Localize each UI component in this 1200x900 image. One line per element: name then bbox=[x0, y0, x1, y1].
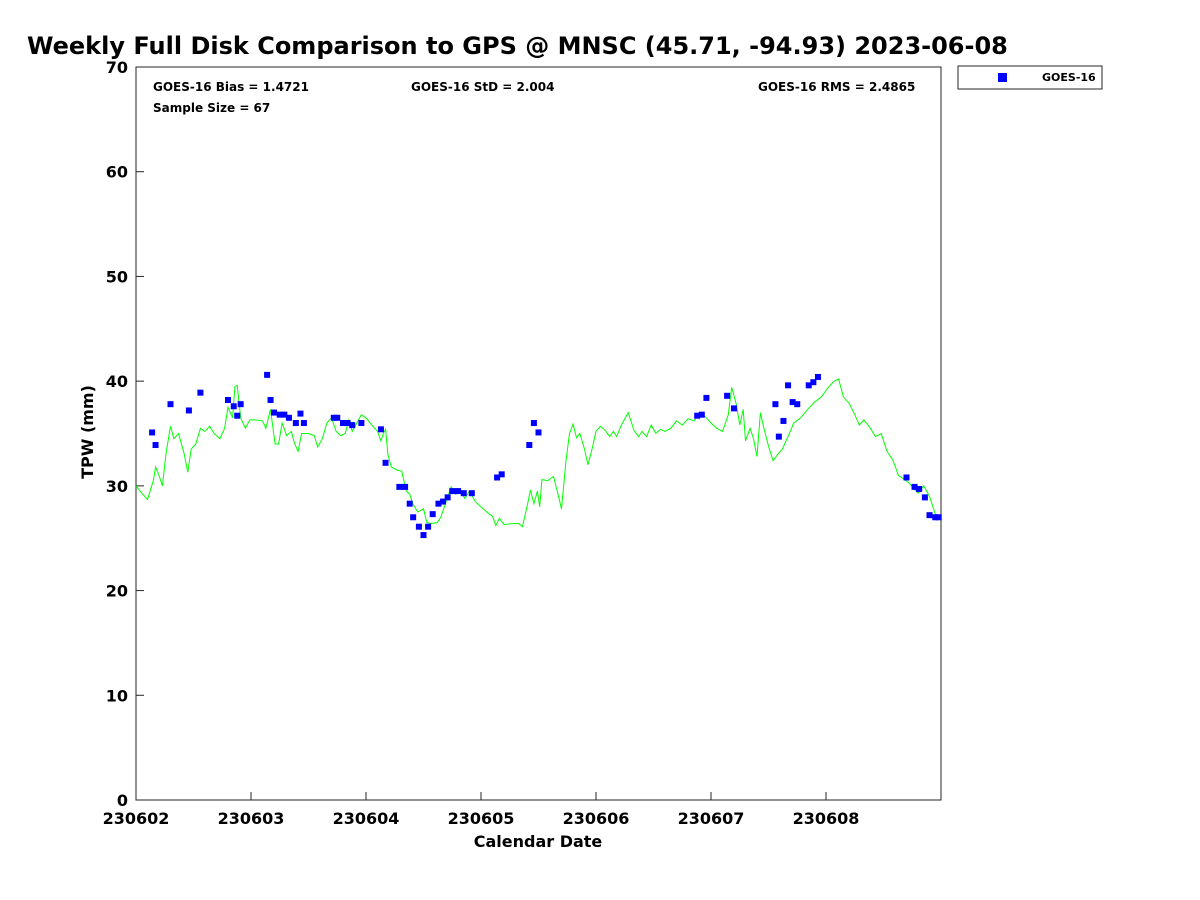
goes16-data-point bbox=[420, 532, 427, 539]
goes16-data-point bbox=[281, 411, 288, 418]
x-tick-label: 230604 bbox=[333, 809, 400, 828]
x-axis-label: Calendar Date bbox=[474, 832, 603, 851]
goes16-data-point bbox=[794, 401, 801, 408]
goes16-data-point bbox=[234, 412, 241, 419]
goes16-data-point bbox=[402, 483, 409, 490]
goes16-data-point bbox=[724, 392, 731, 399]
y-tick-label: 50 bbox=[106, 267, 128, 286]
goes16-data-point bbox=[780, 417, 787, 424]
goes16-data-point bbox=[349, 422, 356, 429]
goes16-data-point bbox=[330, 414, 337, 421]
x-axis: 230602 230603 230604 230605 230606 230607 2306… bbox=[103, 792, 860, 828]
goes16-data-point bbox=[152, 442, 159, 449]
goes16-data-point bbox=[185, 407, 192, 414]
y-tick-label: 20 bbox=[106, 582, 128, 601]
gps-series-line bbox=[135, 378, 942, 528]
x-tick-label: 230608 bbox=[793, 809, 860, 828]
goes16-data-point bbox=[276, 411, 283, 418]
x-tick-label: 230605 bbox=[448, 809, 515, 828]
y-tick-label: 70 bbox=[106, 58, 128, 77]
goes16-data-point bbox=[703, 394, 710, 401]
goes16-data-point bbox=[785, 382, 792, 389]
goes16-data-point bbox=[264, 371, 271, 378]
goes16-data-point bbox=[429, 511, 436, 518]
goes16-data-point bbox=[440, 498, 447, 505]
y-axis: 0 10 20 30 40 50 60 70 bbox=[106, 58, 144, 810]
y-tick-label: 10 bbox=[106, 686, 128, 705]
goes16-data-point bbox=[449, 488, 456, 495]
chart-title: Weekly Full Disk Comparison to GPS @ MNS… bbox=[27, 32, 1008, 60]
y-tick-label: 40 bbox=[106, 372, 128, 391]
goes16-data-point bbox=[789, 399, 796, 406]
goes16-data-point bbox=[498, 471, 505, 478]
rms-annotation: GOES-16 RMS = 2.4865 bbox=[758, 80, 915, 94]
x-tick-label: 230606 bbox=[563, 809, 630, 828]
series-layer bbox=[135, 371, 942, 539]
goes16-data-point bbox=[344, 420, 351, 427]
goes16-data-point bbox=[334, 414, 341, 421]
std-annotation: GOES-16 StD = 2.004 bbox=[411, 80, 554, 94]
goes16-data-point bbox=[460, 490, 467, 497]
goes16-data-point bbox=[149, 429, 156, 436]
sample-size-annotation: Sample Size = 67 bbox=[153, 101, 270, 115]
goes16-data-point bbox=[197, 389, 204, 396]
goes16-data-point bbox=[271, 409, 277, 416]
legend-marker bbox=[998, 73, 1007, 82]
goes16-data-point bbox=[775, 433, 782, 440]
goes16-data-point bbox=[814, 373, 821, 380]
legend: GOES-16 bbox=[957, 65, 1103, 90]
goes16-data-point bbox=[526, 442, 533, 449]
goes16-data-point bbox=[340, 420, 346, 427]
goes16-data-point bbox=[455, 488, 461, 495]
goes16-data-point bbox=[292, 420, 299, 427]
goes16-data-point bbox=[694, 412, 701, 419]
x-tick-label: 230607 bbox=[678, 809, 745, 828]
goes16-data-point bbox=[396, 483, 403, 490]
goes16-data-point bbox=[494, 474, 501, 481]
goes16-data-point bbox=[225, 396, 231, 403]
goes16-data-point bbox=[300, 420, 307, 427]
goes16-data-point bbox=[377, 426, 384, 433]
goes16-data-point bbox=[911, 483, 918, 490]
y-tick-label: 30 bbox=[106, 477, 128, 496]
goes16-data-point bbox=[297, 410, 304, 417]
y-tick-label: 60 bbox=[106, 163, 128, 182]
goes16-data-point bbox=[382, 459, 389, 466]
goes16-data-point bbox=[435, 500, 442, 507]
goes16-data-point bbox=[916, 485, 923, 492]
goes16-data-point bbox=[903, 474, 910, 481]
goes16-data-point bbox=[267, 396, 274, 403]
goes16-data-point bbox=[772, 401, 779, 408]
legend-label: GOES-16 bbox=[1042, 71, 1096, 84]
legend-box bbox=[957, 65, 1103, 90]
bias-annotation: GOES-16 Bias = 1.4721 bbox=[153, 80, 309, 94]
goes16-data-point bbox=[415, 523, 422, 530]
goes16-data-point bbox=[530, 420, 537, 427]
stats-annotations: GOES-16 Bias = 1.4721 GOES-16 StD = 2.00… bbox=[153, 80, 915, 115]
y-tick-label: 0 bbox=[117, 791, 128, 810]
goes16-data-point bbox=[230, 403, 237, 410]
x-tick-label: 230602 bbox=[103, 809, 170, 828]
goes16-data-point bbox=[444, 494, 451, 501]
goes16-data-point bbox=[535, 429, 542, 436]
goes16-data-point bbox=[285, 414, 292, 421]
goes16-data-point bbox=[698, 411, 705, 418]
goes16-data-point bbox=[406, 500, 413, 507]
y-axis-label: TPW (mm) bbox=[78, 385, 97, 479]
goes16-data-point bbox=[167, 401, 174, 408]
goes16-data-point bbox=[921, 494, 928, 501]
goes16-data-point bbox=[932, 514, 939, 521]
goes16-data-point bbox=[810, 379, 817, 386]
goes16-data-point bbox=[731, 405, 737, 412]
goes16-data-point bbox=[468, 490, 475, 497]
goes16-data-point bbox=[935, 514, 942, 521]
goes16-data-point bbox=[805, 382, 812, 389]
goes16-data-point bbox=[926, 512, 933, 519]
goes16-data-point bbox=[410, 514, 417, 521]
goes16-data-point bbox=[425, 523, 432, 530]
goes16-data-point bbox=[358, 420, 365, 427]
x-tick-label: 230603 bbox=[218, 809, 285, 828]
goes16-data-point bbox=[237, 401, 244, 408]
